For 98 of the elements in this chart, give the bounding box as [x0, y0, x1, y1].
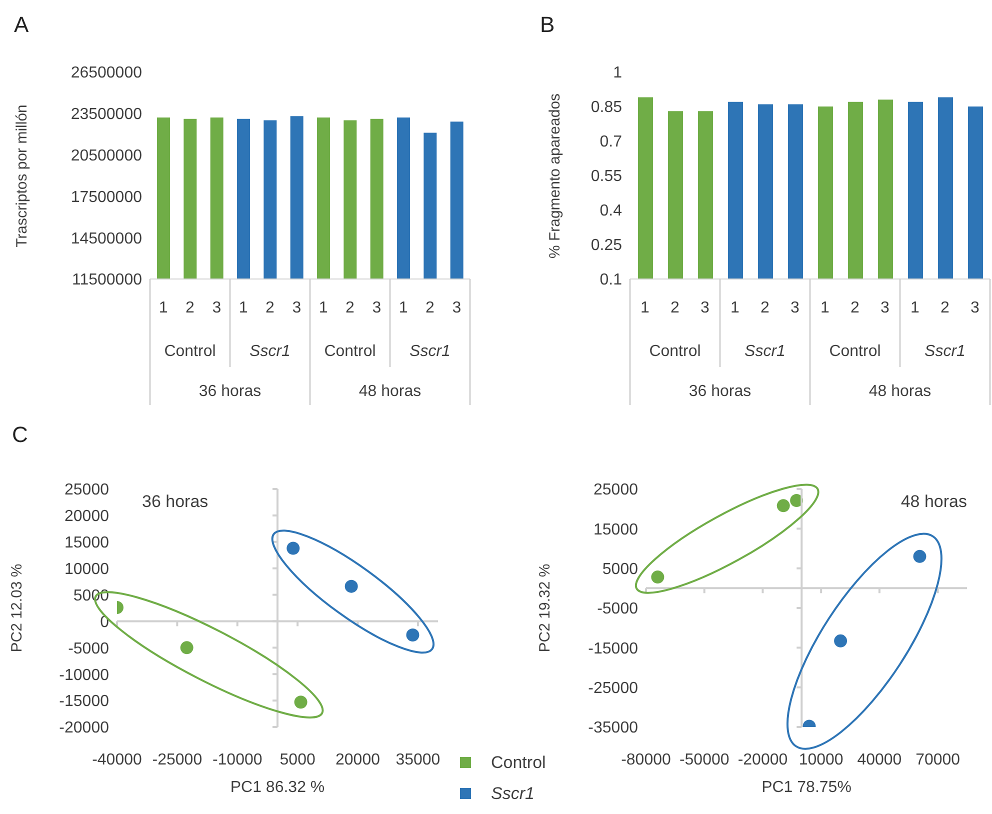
- point: [913, 550, 926, 563]
- text: Sscr1: [410, 343, 450, 360]
- x-tick-label: 3: [292, 299, 302, 316]
- y-tick-label: -5000: [597, 600, 638, 618]
- x-tick-label: 2: [186, 299, 195, 316]
- x-tick-label: 3: [452, 299, 462, 316]
- text: 48 horas: [868, 383, 932, 400]
- text: 36 horas: [198, 383, 262, 400]
- y-tick-label: -5000: [68, 640, 110, 658]
- y-tick-label: 0.4: [600, 202, 622, 220]
- x-axis-title: PC1 78.75%: [762, 779, 852, 797]
- point: [286, 542, 300, 555]
- x-tick-label: 3: [372, 299, 382, 316]
- y-tick-label: 0.25: [590, 237, 622, 254]
- y-tick-label: 0.1: [600, 272, 622, 289]
- x-tick-label: 2: [266, 299, 275, 316]
- x-tick-label: 3: [880, 299, 890, 316]
- text: Control: [829, 343, 881, 360]
- y-tick-label: -25000: [588, 680, 638, 698]
- x-axis-title: PC1 86.32 %: [230, 779, 325, 797]
- x-tick-label: 2: [940, 299, 950, 316]
- y-tick-label: 10000: [64, 561, 110, 578]
- x-tick-label: 70000: [916, 751, 960, 768]
- x-tick-label: 1: [730, 299, 740, 316]
- x-tick-label: 3: [790, 299, 800, 316]
- text: Control: [324, 343, 376, 360]
- chart-title: B: [540, 12, 555, 38]
- text: 36 horas: [688, 383, 752, 400]
- y-tick-label: 0.7: [600, 134, 622, 151]
- x-tick-label: 20000: [336, 751, 380, 768]
- x-tick-label: 2: [346, 299, 355, 316]
- point: [344, 580, 358, 593]
- text: Sscr1: [250, 343, 290, 360]
- y-tick-label: 11500000: [72, 272, 142, 289]
- legend-label: Sscr1: [491, 784, 534, 804]
- y-axis-title: PC2 19.32 %: [536, 564, 554, 652]
- text: Sscr1: [924, 343, 966, 360]
- x-tick-label: 1: [640, 299, 650, 316]
- y-tick-label: -15000: [588, 640, 638, 658]
- y-axis-title: PC2 12.03 %: [8, 564, 26, 652]
- chart-title: C: [12, 422, 28, 448]
- annotation: 48 horas: [900, 492, 967, 511]
- x-tick-label: 2: [850, 299, 860, 316]
- text: Sscr1: [744, 343, 786, 360]
- annotation: 36 horas: [142, 492, 208, 511]
- legend-label: Control: [491, 752, 546, 772]
- x-tick-label: 1: [398, 299, 408, 316]
- y-tick-label: 26500000: [70, 64, 142, 82]
- y-tick-label: 20000: [64, 508, 110, 526]
- x-tick-label: 1: [910, 299, 920, 316]
- x-tick-label: 3: [700, 299, 710, 316]
- x-tick-label: 3: [970, 299, 980, 316]
- x-tick-label: 1: [820, 299, 830, 316]
- x-tick-label: -40000: [92, 751, 142, 768]
- x-tick-label: 2: [426, 299, 435, 316]
- y-tick-label: 17500000: [70, 188, 142, 206]
- y-axis-title: Trascriptos por millón: [14, 104, 30, 247]
- x-tick-label: 2: [670, 299, 680, 316]
- y-tick-label: 15000: [594, 521, 638, 538]
- y-tick-label: -10000: [59, 666, 110, 684]
- point: [776, 499, 790, 512]
- x-tick-label: -80000: [621, 751, 672, 768]
- y-tick-label: -20000: [59, 720, 110, 737]
- y-axis-title: % Fragmento apareados: [546, 92, 564, 258]
- point: [834, 634, 848, 648]
- y-tick-label: -35000: [588, 720, 638, 737]
- point: [180, 641, 194, 654]
- point: [406, 628, 420, 642]
- x-tick-label: -20000: [738, 751, 788, 768]
- y-tick-label: 5000: [602, 561, 638, 578]
- x-tick-label: 5000: [280, 751, 316, 768]
- y-tick-label: 0.55: [590, 168, 622, 186]
- x-tick-label: -10000: [212, 751, 262, 768]
- x-tick-label: 40000: [857, 751, 902, 768]
- x-tick-label: 10000: [798, 751, 844, 768]
- x-tick-label: 1: [238, 299, 248, 316]
- y-tick-label: 20500000: [70, 147, 142, 164]
- y-tick-label: 14500000: [70, 230, 142, 248]
- text: 48 horas: [358, 383, 422, 400]
- x-tick-label: -50000: [679, 751, 730, 768]
- x-tick-label: 35000: [396, 751, 440, 768]
- text: Control: [649, 343, 701, 360]
- x-tick-label: 3: [212, 299, 222, 316]
- y-tick-label: 1: [613, 64, 622, 82]
- x-tick-label: 2: [760, 299, 770, 316]
- x-tick-label: 1: [318, 299, 328, 316]
- y-tick-label: 15000: [64, 534, 110, 552]
- y-tick-label: 23500000: [70, 106, 142, 124]
- chart-title: A: [14, 12, 29, 38]
- x-tick-label: -25000: [152, 751, 202, 768]
- y-tick-label: 25000: [64, 482, 110, 499]
- x-tick-label: 1: [158, 299, 168, 316]
- point: [294, 696, 308, 709]
- text: Control: [164, 343, 216, 360]
- point: [651, 570, 664, 584]
- y-tick-label: 0.85: [590, 99, 622, 116]
- y-tick-label: -15000: [59, 693, 110, 710]
- y-tick-label: 25000: [594, 482, 638, 499]
